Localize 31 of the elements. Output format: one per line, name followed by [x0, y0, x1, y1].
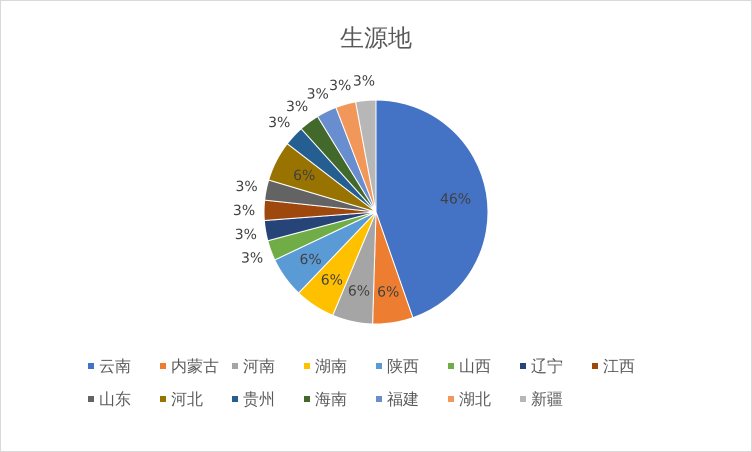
- data-label: 6%: [293, 168, 316, 184]
- legend-label: 湖北: [459, 390, 491, 409]
- legend-label: 贵州: [243, 390, 275, 409]
- data-label: 6%: [320, 272, 343, 288]
- legend-label: 内蒙古: [171, 356, 219, 376]
- legend-label: 新疆: [531, 390, 563, 409]
- data-label: 3%: [232, 202, 256, 219]
- legend-label: 陕西: [387, 356, 419, 376]
- legend-label: 山东: [99, 390, 131, 409]
- data-label: 3%: [235, 178, 258, 195]
- data-label: 46%: [440, 191, 472, 208]
- legend-label: 河南: [243, 356, 275, 376]
- data-label: 6%: [377, 284, 400, 301]
- legend-label: 海南: [315, 390, 347, 409]
- data-label: 3%: [268, 115, 290, 132]
- legend-label: 河北: [171, 390, 203, 409]
- data-label: 3%: [286, 99, 308, 116]
- data-label: 6%: [348, 284, 370, 300]
- chart-title: 生源地: [340, 24, 412, 52]
- data-label: 3%: [240, 250, 264, 266]
- legend-label: 江西: [603, 356, 635, 376]
- data-label: 3%: [234, 226, 257, 243]
- data-label: 3%: [352, 73, 376, 90]
- legend-label: 湖南: [315, 356, 347, 376]
- legend-label: 辽宁: [531, 356, 563, 376]
- data-label: 3%: [306, 86, 329, 102]
- data-label: 3%: [329, 78, 352, 94]
- data-label: 6%: [300, 252, 322, 268]
- legend-label: 云南: [99, 356, 131, 376]
- legend-label: 山西: [459, 356, 491, 376]
- legend-label: 福建: [387, 390, 419, 409]
